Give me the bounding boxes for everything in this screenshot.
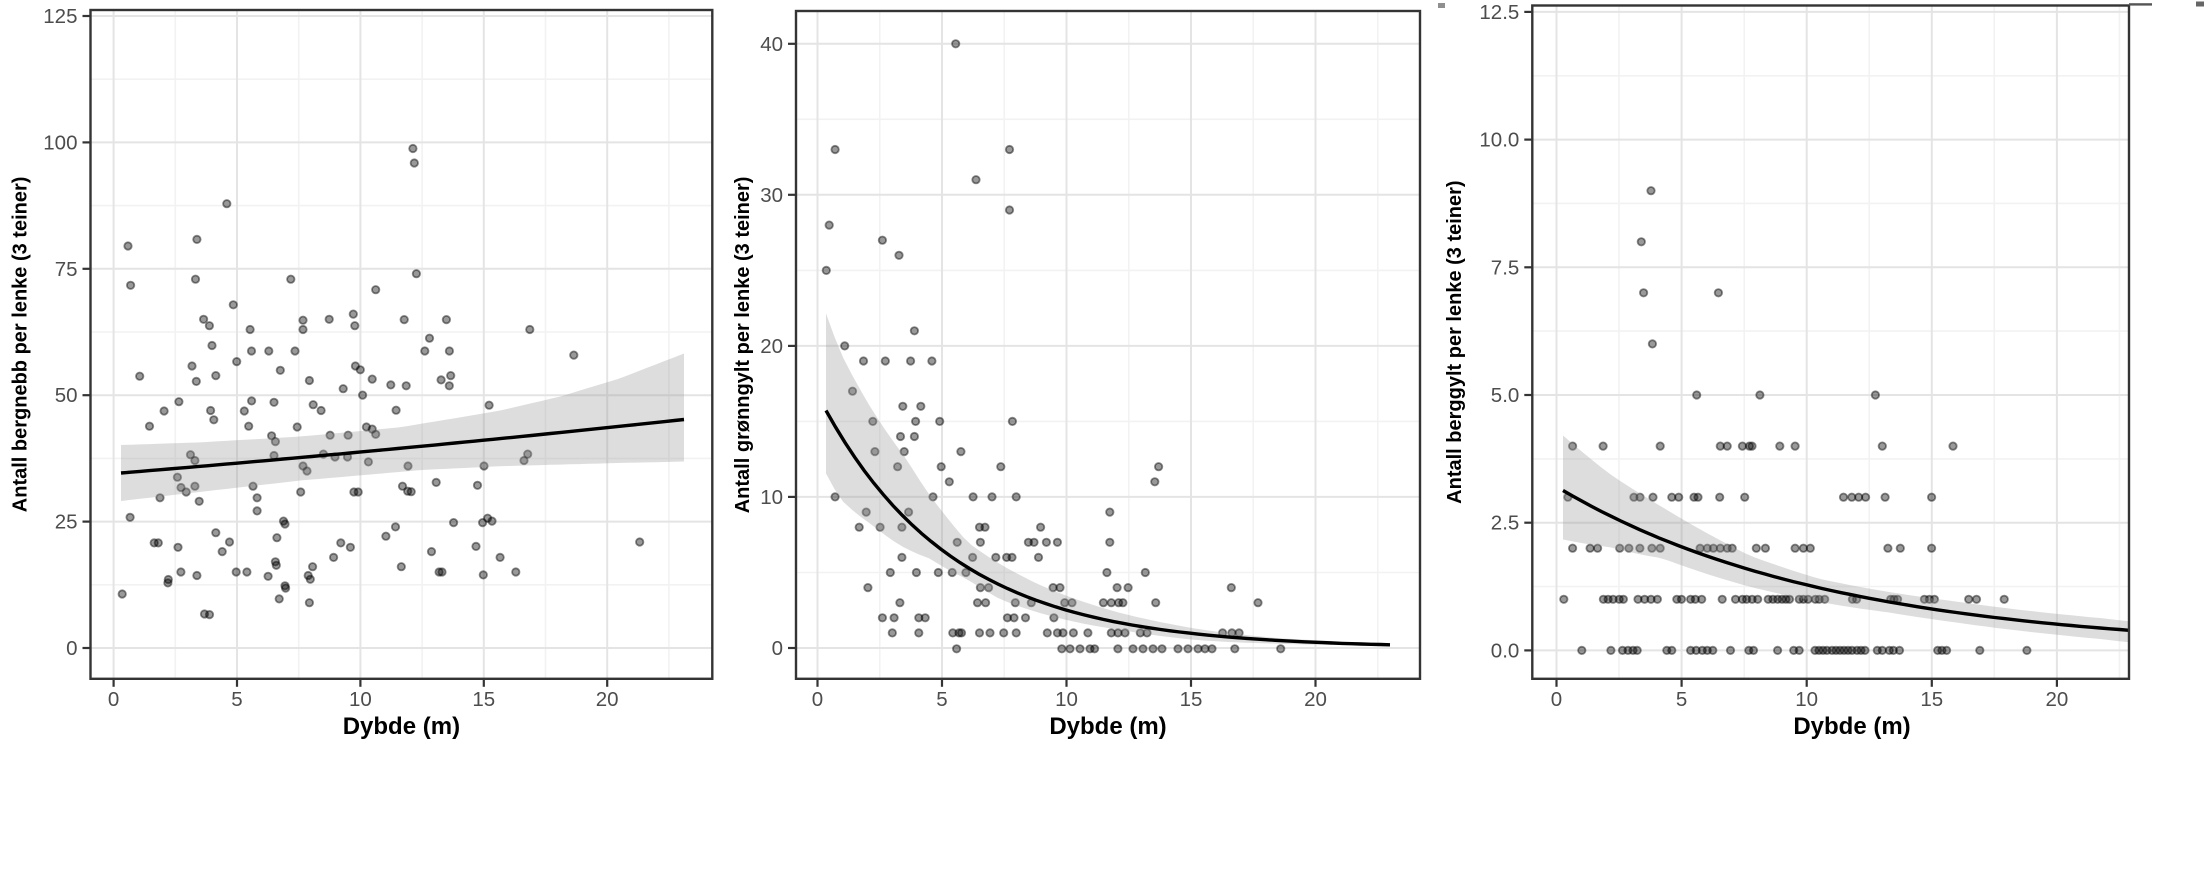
svg-text:Antall bergnebb per lenke (3 t: Antall bergnebb per lenke (3 teiner) [9,177,31,513]
svg-text:0: 0 [108,688,119,711]
svg-text:0: 0 [66,637,77,660]
svg-text:100: 100 [43,131,77,154]
svg-text:10: 10 [760,486,783,509]
svg-text:0: 0 [1551,688,1562,711]
svg-text:2.5: 2.5 [1491,512,1520,535]
svg-text:Dybde (m): Dybde (m) [343,713,460,740]
svg-text:50: 50 [55,384,78,407]
svg-text:Dybde (m): Dybde (m) [1793,713,1910,740]
svg-text:5: 5 [231,688,242,711]
svg-text:10: 10 [1795,688,1818,711]
svg-text:15: 15 [472,688,495,711]
svg-text:0: 0 [812,688,823,711]
svg-text:0: 0 [772,637,783,660]
svg-text:5: 5 [936,688,947,711]
svg-text:Antall grønngylt per lenke (3: Antall grønngylt per lenke (3 teiner) [732,177,754,514]
svg-text:40: 40 [760,33,783,56]
svg-text:15: 15 [1920,688,1943,711]
svg-text:20: 20 [760,335,783,358]
svg-text:12.5: 12.5 [1479,1,1519,24]
svg-text:30: 30 [760,184,783,207]
svg-text:0.0: 0.0 [1491,639,1520,662]
svg-text:7.5: 7.5 [1491,256,1520,279]
svg-text:5: 5 [1676,688,1687,711]
svg-text:10: 10 [349,688,372,711]
svg-text:25: 25 [55,511,78,534]
svg-text:10.0: 10.0 [1479,129,1519,152]
svg-text:Antall berggylt per lenke (3 t: Antall berggylt per lenke (3 teiner) [1444,180,1466,503]
svg-text:10: 10 [1055,688,1078,711]
svg-text:75: 75 [55,258,78,281]
svg-text:125: 125 [43,5,77,28]
svg-text:20: 20 [596,688,619,711]
svg-text:15: 15 [1180,688,1203,711]
svg-text:Dybde (m): Dybde (m) [1049,713,1166,740]
svg-text:20: 20 [2045,688,2068,711]
svg-text:20: 20 [1304,688,1327,711]
svg-text:5.0: 5.0 [1491,384,1520,407]
